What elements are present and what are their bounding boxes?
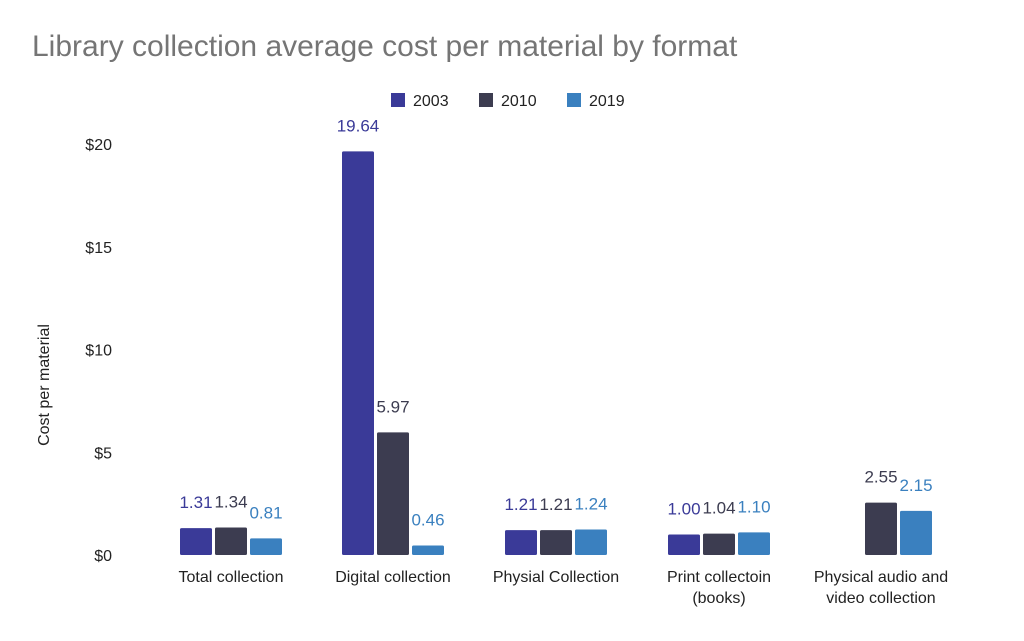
legend-swatch [567,93,581,107]
bar [412,545,444,555]
data-label: 1.24 [574,495,607,514]
x-tick-label: Print collectoin (books) [667,569,771,607]
bar [900,510,932,555]
x-tick-label: Total collection [179,569,284,586]
data-label: 1.21 [539,495,572,514]
data-label: 5.97 [376,397,409,416]
data-label: 1.04 [702,499,735,518]
y-tick-label: $0 [94,548,112,565]
bar [668,534,700,555]
bar [180,528,212,555]
bar [865,502,897,555]
data-label: 1.21 [504,495,537,514]
legend-label: 2010 [501,93,537,110]
bar [377,432,409,555]
y-axis: $0 $5 $10 $15 $20 [85,137,112,565]
bar [215,527,247,555]
chart-title: Library collection average cost per mate… [32,30,738,63]
data-label: 0.46 [411,511,444,530]
x-tick-label: Digital collection [335,569,451,586]
legend: 2003 2010 2019 [391,93,625,110]
data-label: 19.64 [337,116,380,135]
y-tick-label: $15 [85,240,112,257]
data-label: 0.81 [249,503,282,522]
y-tick-label: $5 [94,445,112,462]
data-label: 1.10 [737,497,770,516]
legend-label: 2003 [413,93,449,110]
data-label: 1.31 [179,493,212,512]
y-tick-label: $20 [85,137,112,154]
bar [575,529,607,555]
data-label: 2.55 [864,468,897,487]
bar [250,538,282,555]
bar [505,530,537,555]
bars [180,151,932,555]
bar [738,532,770,555]
y-tick-label: $10 [85,343,112,360]
x-tick-label: Physical audio and video collection [814,569,948,607]
bar [703,533,735,555]
x-tick-label: Physial Collection [493,569,619,586]
legend-swatch [391,93,405,107]
legend-label: 2019 [589,93,625,110]
bar [540,530,572,555]
legend-swatch [479,93,493,107]
bar [342,151,374,555]
data-label: 1.34 [214,492,247,511]
data-label: 1.00 [667,499,700,518]
y-axis-label: Cost per material [36,324,53,446]
data-label: 2.15 [899,476,932,495]
x-axis: Total collection Digital collection Physia… [179,569,949,607]
